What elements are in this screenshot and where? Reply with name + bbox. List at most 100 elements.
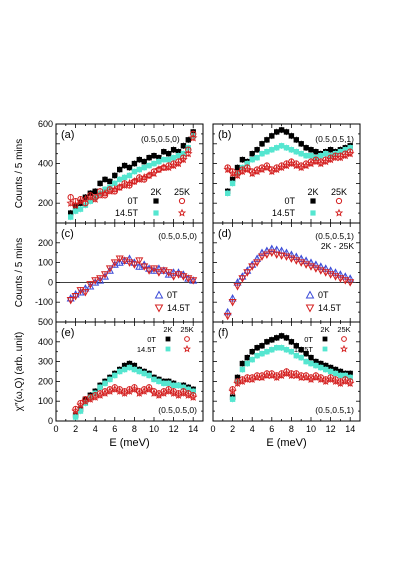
data-point <box>87 198 93 204</box>
data-point <box>303 358 309 365</box>
data-point <box>267 249 276 257</box>
data-point <box>267 167 277 176</box>
data-point <box>308 147 314 153</box>
data-point <box>247 374 257 384</box>
data-point <box>117 176 123 183</box>
data-point <box>135 174 144 184</box>
data-point <box>135 257 144 265</box>
legend-marker <box>154 304 164 313</box>
data-point <box>107 178 113 185</box>
data-point <box>323 362 329 369</box>
data-point <box>149 388 159 397</box>
data-point <box>151 376 157 383</box>
data-point <box>243 165 252 174</box>
data-point <box>71 200 80 209</box>
data-point <box>86 394 95 403</box>
x-tick-label: 10 <box>149 424 159 434</box>
y-tick-label: 200 <box>38 198 53 208</box>
panel-c: -100 0 100 200 (c) (0.5,0.5,0) 0T 14.5T Counts /… <box>14 222 204 323</box>
data-point <box>288 339 295 345</box>
data-point <box>130 384 139 393</box>
data-point <box>140 263 149 271</box>
data-point <box>225 190 231 196</box>
data-point <box>274 129 280 135</box>
data-point <box>347 370 353 377</box>
data-point <box>238 275 247 283</box>
data-point <box>252 167 262 176</box>
data-point <box>332 366 339 373</box>
data-point <box>331 376 340 386</box>
data-point <box>313 149 319 155</box>
data-point <box>262 251 271 259</box>
y-tick-label: 100 <box>38 258 53 268</box>
data-point <box>68 214 74 220</box>
data-point <box>308 354 314 361</box>
data-point <box>125 386 134 395</box>
data-point <box>296 163 306 172</box>
data-point <box>126 360 133 367</box>
data-point <box>277 252 286 260</box>
data-point <box>151 160 157 167</box>
data-point <box>249 156 255 163</box>
data-point <box>96 276 105 284</box>
data-point <box>293 352 299 359</box>
data-point <box>239 156 246 163</box>
data-point <box>238 376 247 386</box>
data-point <box>311 157 321 166</box>
data-point <box>91 277 100 285</box>
data-point <box>126 164 133 171</box>
data-point <box>72 414 79 420</box>
data-point <box>156 378 162 385</box>
data-point <box>234 374 241 381</box>
data-point <box>100 271 110 279</box>
legend-marker <box>153 210 159 216</box>
panel-e: 0 2 4 6 8 10 12 14 0 100 200 300 400 500 (e) 2K 25K 0T14.… <box>14 317 204 449</box>
data-point <box>184 390 193 399</box>
legend-field-14-5t: 14.5T <box>115 208 139 218</box>
q-label: (0.5,0.5,1) <box>315 231 354 241</box>
data-point <box>303 145 309 151</box>
x-tick-label: 14 <box>188 424 198 434</box>
data-point <box>166 156 172 163</box>
data-point <box>337 149 344 155</box>
legend-marker <box>153 198 159 204</box>
data-point <box>269 347 275 353</box>
legend-temp-2k: 2K <box>320 325 329 334</box>
data-point <box>144 171 154 180</box>
data-point <box>303 350 309 357</box>
data-point <box>121 362 128 369</box>
data-point <box>115 386 124 395</box>
data-point <box>321 157 330 166</box>
data-point <box>121 162 128 169</box>
data-point <box>185 137 191 143</box>
data-point <box>264 349 270 355</box>
data-point <box>287 159 296 168</box>
data-point <box>90 392 100 401</box>
data-point <box>244 354 250 361</box>
data-point <box>327 364 334 371</box>
data-point <box>115 258 124 266</box>
data-point <box>313 362 319 369</box>
data-point <box>112 172 118 179</box>
data-point <box>179 273 188 281</box>
data-point <box>180 384 187 391</box>
data-point <box>326 374 335 384</box>
data-point <box>274 345 280 351</box>
legend-marker <box>335 197 343 205</box>
data-point <box>331 273 340 281</box>
y-axis-label: Counts / 5 mins <box>14 238 25 307</box>
data-point <box>347 145 353 151</box>
data-point <box>117 166 123 173</box>
data-point <box>77 206 84 212</box>
legend-marker <box>305 304 315 313</box>
y-tick-label: 100 <box>38 396 53 406</box>
legend-marker <box>183 344 191 353</box>
data-point <box>110 184 120 193</box>
series-14.5t <box>223 249 355 321</box>
data-point <box>161 149 167 155</box>
data-point <box>90 194 100 203</box>
data-point <box>259 151 265 157</box>
data-point <box>233 283 242 291</box>
data-point <box>283 129 290 135</box>
